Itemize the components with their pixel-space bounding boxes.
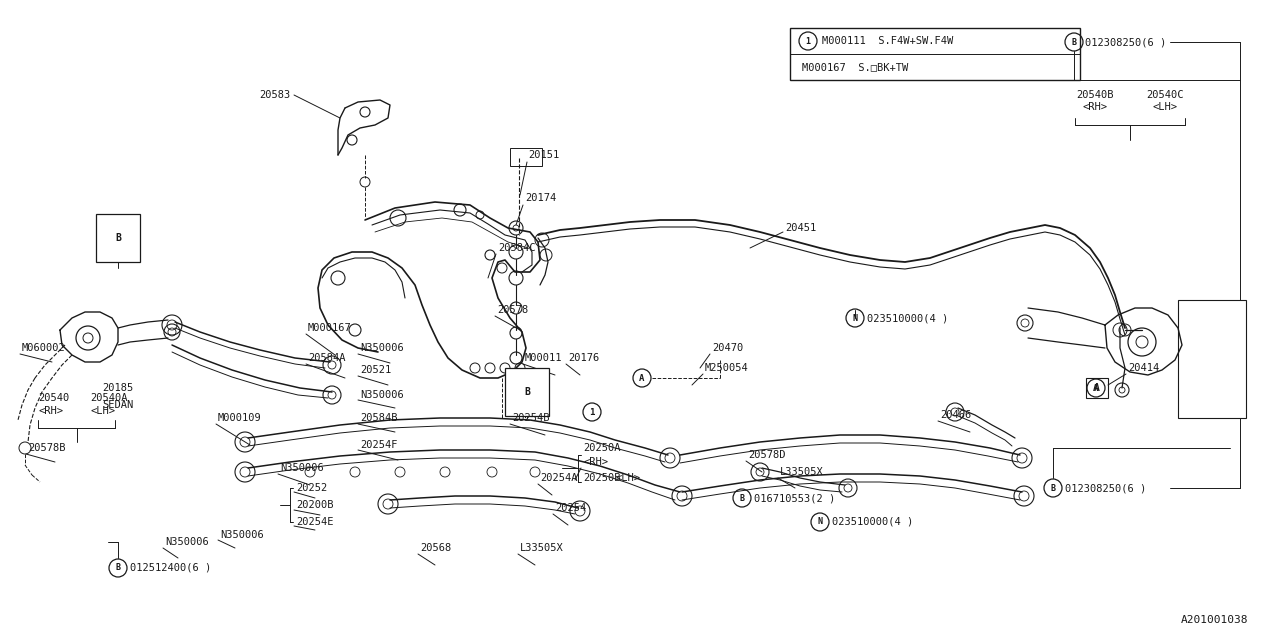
Text: <RH>: <RH> [1083, 102, 1107, 112]
Text: 023510000(4 ): 023510000(4 ) [832, 517, 913, 527]
Text: 012308250(6 ): 012308250(6 ) [1065, 483, 1147, 493]
Bar [1085, 378, 1108, 398]
Text: 20414: 20414 [1128, 363, 1160, 373]
Text: A201001038: A201001038 [1180, 615, 1248, 625]
Text: L33505X: L33505X [520, 543, 563, 553]
Text: <LH>: <LH> [614, 473, 640, 483]
Text: 20584A: 20584A [308, 353, 346, 363]
Text: 1: 1 [589, 408, 595, 417]
Text: B: B [1071, 38, 1076, 47]
Text: N350006: N350006 [360, 343, 403, 353]
Text: 20568: 20568 [420, 543, 452, 553]
Text: B: B [115, 233, 120, 243]
Text: 20176: 20176 [568, 353, 599, 363]
Text: 20584B: 20584B [360, 413, 398, 423]
Text: M000167  S.□BK+TW: M000167 S.□BK+TW [803, 62, 909, 72]
Text: A: A [639, 374, 645, 383]
Text: N350006: N350006 [280, 463, 324, 473]
Text: 20540B: 20540B [1076, 90, 1114, 100]
Text: 20254A: 20254A [540, 473, 577, 483]
Text: <RH>: <RH> [38, 406, 63, 416]
Text: 20250B: 20250B [582, 473, 621, 483]
Text: 20250A: 20250A [582, 443, 621, 453]
Text: 20578D: 20578D [748, 450, 786, 460]
Text: 20200B: 20200B [296, 500, 334, 510]
Bar [509, 148, 541, 166]
Text: 20583: 20583 [259, 90, 291, 100]
Text: B: B [740, 493, 745, 502]
Text: <LH>: <LH> [1152, 102, 1178, 112]
Text: 20540: 20540 [38, 393, 69, 403]
Text: M060002: M060002 [22, 343, 65, 353]
Text: M250054: M250054 [705, 363, 749, 373]
Text: 20584C: 20584C [498, 243, 535, 253]
Bar [1178, 300, 1245, 418]
Text: 20151: 20151 [529, 150, 559, 160]
Text: M00011: M00011 [525, 353, 562, 363]
Text: N350006: N350006 [220, 530, 264, 540]
Text: 023510000(4 ): 023510000(4 ) [867, 313, 948, 323]
Text: A: A [1094, 383, 1100, 393]
Text: 012308250(6 ): 012308250(6 ) [1085, 37, 1166, 47]
Text: 20540A: 20540A [90, 393, 128, 403]
Text: 20254E: 20254E [296, 517, 334, 527]
Text: 20578: 20578 [497, 305, 529, 315]
Text: B: B [1051, 483, 1056, 493]
Text: 20470: 20470 [712, 343, 744, 353]
Text: N350006: N350006 [360, 390, 403, 400]
Text: N: N [852, 314, 858, 323]
Text: 20174: 20174 [525, 193, 557, 203]
Text: <RH>: <RH> [582, 457, 608, 467]
Text: 012512400(6 ): 012512400(6 ) [131, 563, 211, 573]
Text: 016710553(2 ): 016710553(2 ) [754, 493, 836, 503]
Text: 20254F: 20254F [360, 440, 398, 450]
Text: 20254B: 20254B [512, 413, 549, 423]
Text: B: B [524, 387, 530, 397]
Bar [790, 28, 1080, 80]
Text: N350006: N350006 [165, 537, 209, 547]
Text: 20185: 20185 [102, 383, 133, 393]
Text: M000109: M000109 [218, 413, 261, 423]
Text: 20451: 20451 [785, 223, 817, 233]
Text: L33505X: L33505X [780, 467, 824, 477]
Text: 20254: 20254 [556, 503, 586, 513]
Text: 20578B: 20578B [28, 443, 65, 453]
Text: 20540C: 20540C [1147, 90, 1184, 100]
Text: N: N [818, 518, 823, 527]
Text: 20466: 20466 [940, 410, 972, 420]
Text: M000111  S.F4W+SW.F4W: M000111 S.F4W+SW.F4W [822, 36, 954, 46]
Text: 20521: 20521 [360, 365, 392, 375]
Text: A: A [1093, 383, 1098, 392]
Text: SEDAN: SEDAN [102, 400, 133, 410]
Text: 20252: 20252 [296, 483, 328, 493]
Text: 1: 1 [805, 36, 810, 45]
Text: <LH>: <LH> [90, 406, 115, 416]
Text: M000167: M000167 [308, 323, 352, 333]
Text: B: B [115, 563, 120, 573]
